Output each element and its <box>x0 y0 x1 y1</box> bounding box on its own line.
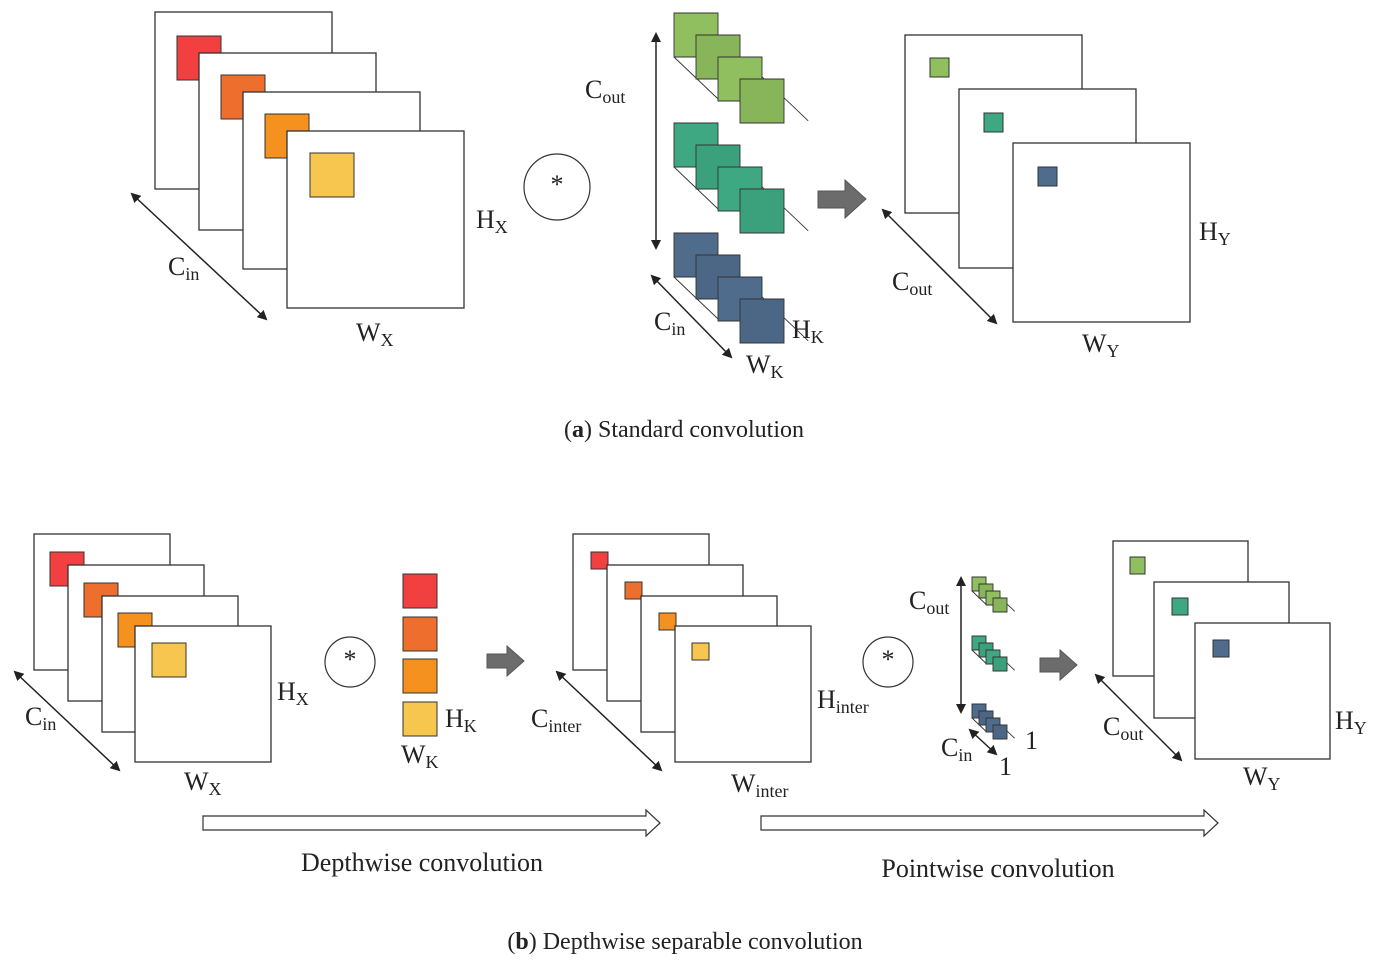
b-output-c-label: Cout <box>1103 712 1143 744</box>
b-pw-cout-label: Cout <box>909 586 949 618</box>
b-inter-c-label: Cinter <box>531 704 581 736</box>
depthwise-process-arrow <box>202 808 661 838</box>
cin-arrow <box>130 192 268 321</box>
kernel-green <box>673 12 809 124</box>
b-pw-cin-label: Cin <box>941 733 972 765</box>
b-input-h-label: HX <box>277 677 309 709</box>
b-depthwise-operator: * <box>324 636 376 688</box>
caption-b: (b) Depthwise separable convolution <box>507 929 862 955</box>
panel-b-input-stack <box>13 533 272 772</box>
inter-patch-orange <box>658 612 677 631</box>
pointwise-label: Pointwise convolution <box>881 854 1114 883</box>
a-kernel-cout-label: Cout <box>585 75 625 107</box>
b-output-patch-blue <box>1212 639 1230 658</box>
panel-a-kernel-stacks <box>673 12 809 344</box>
panel-a-output-stack <box>881 34 1191 325</box>
pw-kernel-teal <box>971 635 1016 672</box>
b-dw-h-label: HK <box>445 704 477 736</box>
b-flow-arrow-1 <box>486 644 525 678</box>
pw-cin-arrow <box>968 728 998 756</box>
dw-kernel-orange <box>402 658 438 694</box>
panel-b-intermediate-stack <box>555 533 812 772</box>
output-patch-teal <box>983 112 1004 133</box>
a-kernel-h-label: HK <box>792 315 824 347</box>
inter-patch-red <box>590 551 609 570</box>
b-output-patch-green <box>1129 556 1146 575</box>
kernel-teal <box>673 122 809 234</box>
svg-text:*: * <box>551 170 564 199</box>
pw-kernel-blue <box>971 703 1016 740</box>
pw-kernel-teal-block-3 <box>992 656 1008 672</box>
input-patch-yellow <box>309 152 355 198</box>
a-output-w-label: WY <box>1082 329 1120 361</box>
b-output-patch-teal <box>1171 597 1189 616</box>
kernel-green-block-3 <box>739 78 785 124</box>
b-output-w-label: WY <box>1243 762 1281 794</box>
output-patch-blue <box>1037 166 1058 187</box>
b-depthwise-kernels <box>402 573 438 737</box>
svg-text:*: * <box>344 645 357 674</box>
a-flow-arrow <box>817 178 867 220</box>
a-kernel-w-label: WK <box>746 350 784 382</box>
svg-text:*: * <box>882 645 895 674</box>
dw-kernel-red <box>402 573 438 609</box>
b-input-c-label: Cin <box>25 702 56 734</box>
inter-patch-orange-dark <box>624 581 643 600</box>
b-inter-h-label: Hinter <box>817 685 869 717</box>
dw-kernel-orange-dark <box>402 616 438 652</box>
kernel-teal-block-3 <box>739 188 785 234</box>
a-input-w-label: WX <box>356 318 394 350</box>
kernel-blue-block-3 <box>739 298 785 344</box>
caption-a: (a) Standard convolution <box>564 417 804 443</box>
b-pw-one-right: 1 <box>1025 726 1038 755</box>
a-input-c-label: Cin <box>168 252 199 284</box>
a-input-h-label: HX <box>476 205 508 237</box>
pw-kernel-blue-block-3 <box>992 724 1008 740</box>
output-patch-green <box>929 57 950 78</box>
b-pointwise-operator: * <box>862 636 914 688</box>
panel-a-input-stack <box>130 11 465 321</box>
pointwise-process-arrow <box>760 808 1219 838</box>
output-cout-arrow <box>881 208 998 325</box>
b-output-h-label: HY <box>1335 706 1367 738</box>
kernel-cin-arrow <box>650 274 733 359</box>
a-convolution-operator: * <box>523 153 591 221</box>
a-output-h-label: HY <box>1199 217 1231 249</box>
b-input-patch-yellow <box>151 642 187 678</box>
panel-b-output-stack <box>1094 540 1331 762</box>
depthwise-label: Depthwise convolution <box>301 848 543 877</box>
panel-b-pointwise-kernels <box>971 576 1016 740</box>
kernel-blue <box>673 232 809 344</box>
a-kernel-cin-label: Cin <box>654 307 685 339</box>
pw-kernel-green-block-3 <box>992 597 1008 613</box>
pw-kernel-green <box>971 576 1016 613</box>
a-output-c-label: Cout <box>892 267 932 299</box>
b-inter-w-label: Winter <box>731 769 789 801</box>
b-pw-one-bottom: 1 <box>999 752 1012 781</box>
dw-kernel-yellow <box>402 701 438 737</box>
b-dw-w-label: WK <box>401 740 439 772</box>
b-flow-arrow-2 <box>1039 648 1078 682</box>
inter-patch-yellow <box>691 642 710 661</box>
b-input-w-label: WX <box>184 767 222 799</box>
